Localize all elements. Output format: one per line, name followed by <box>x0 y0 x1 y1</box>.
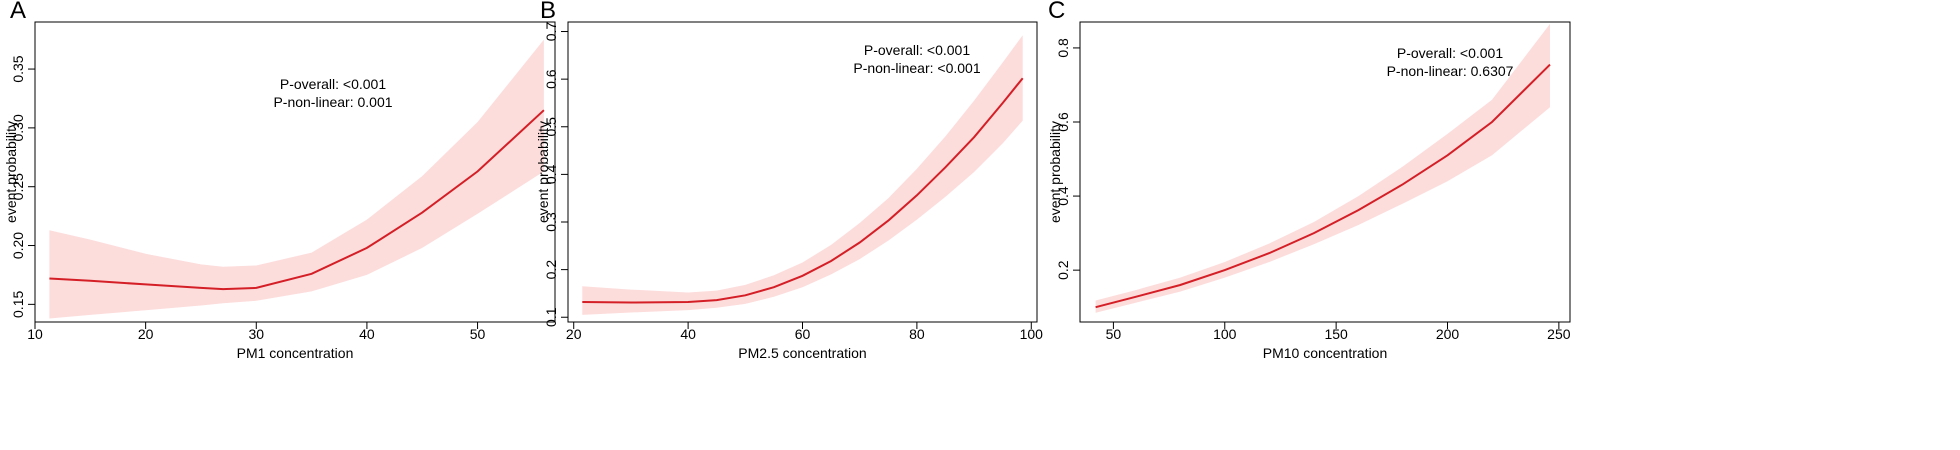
plot-frame <box>1079 21 1571 323</box>
panel-letter: A <box>10 0 26 24</box>
y-axis-title: event probability <box>1047 121 1063 223</box>
confidence-band <box>582 35 1023 315</box>
p-overall-annotation: P-overall: <0.001 <box>1397 45 1503 61</box>
confidence-band <box>1095 23 1550 313</box>
y-tick-label: 0.7 <box>543 22 559 42</box>
y-axis-title: event probability <box>535 121 551 223</box>
y-tick-label: 0.4 <box>1055 186 1071 206</box>
y-tick-label: 0.6 <box>543 69 559 89</box>
x-axis-title: PM10 concentration <box>1263 345 1388 361</box>
confidence-band <box>49 39 544 319</box>
x-tick-label: 20 <box>138 326 154 342</box>
x-axis-title: PM1 concentration <box>237 345 354 361</box>
x-tick-label: 10 <box>27 326 43 342</box>
panel-b: B 20 40 60 80 100 0.1 0.2 0.3 0.4 0.5 0.6 0.7 PM2.5 c… <box>535 0 1043 361</box>
y-tick-label: 0.8 <box>1055 38 1071 58</box>
x-tick-label: 60 <box>795 326 811 342</box>
y-tick-label: 0.30 <box>10 114 26 141</box>
y-tick-label: 0.20 <box>10 232 26 259</box>
y-tick-label: 0.6 <box>1055 112 1071 132</box>
p-overall-annotation: P-overall: <0.001 <box>864 42 970 58</box>
x-tick-label: 100 <box>1213 326 1237 342</box>
p-non-linear-annotation: P-non-linear: 0.001 <box>273 94 392 110</box>
y-tick-label: 0.3 <box>543 212 559 232</box>
x-tick-label: 50 <box>1106 326 1122 342</box>
panel-a: A 10 20 30 40 50 0.15 0.20 0.25 0.30 0.35 PM1 conce… <box>3 0 556 361</box>
y-tick-label: 0.4 <box>543 164 559 184</box>
x-tick-label: 50 <box>470 326 486 342</box>
y-tick-label: 0.35 <box>10 55 26 82</box>
p-non-linear-annotation: P-non-linear: 0.6307 <box>1387 63 1514 79</box>
y-axis-title: event probability <box>3 121 19 223</box>
x-tick-label: 40 <box>680 326 696 342</box>
fitted-line <box>1095 63 1551 309</box>
y-tick-label: 0.2 <box>543 260 559 280</box>
y-tick-label: 0.5 <box>543 117 559 137</box>
x-tick-label: 150 <box>1324 326 1348 342</box>
p-overall-annotation: P-overall: <0.001 <box>280 76 386 92</box>
fitted-line <box>582 77 1024 304</box>
x-axis-title: PM2.5 concentration <box>738 345 866 361</box>
p-non-linear-annotation: P-non-linear: <0.001 <box>853 60 980 76</box>
panel-c: C 50 100 150 200 250 0.2 0.4 0.6 0.8 PM10 concentr… <box>1047 0 1571 361</box>
panel-letter: C <box>1048 0 1065 24</box>
x-tick-label: 40 <box>359 326 375 342</box>
plot-frame <box>34 21 556 323</box>
x-tick-label: 100 <box>1020 326 1044 342</box>
y-tick-label: 0.2 <box>1055 260 1071 280</box>
x-tick-label: 200 <box>1436 326 1460 342</box>
x-tick-label: 30 <box>248 326 264 342</box>
panel-letter: B <box>540 0 556 24</box>
x-tick-label: 250 <box>1547 326 1571 342</box>
x-tick-label: 20 <box>566 326 582 342</box>
y-tick-label: 0.25 <box>10 173 26 200</box>
x-tick-label: 80 <box>909 326 925 342</box>
y-tick-label: 0.1 <box>543 307 559 327</box>
y-tick-label: 0.15 <box>10 291 26 318</box>
fitted-line <box>49 109 545 291</box>
